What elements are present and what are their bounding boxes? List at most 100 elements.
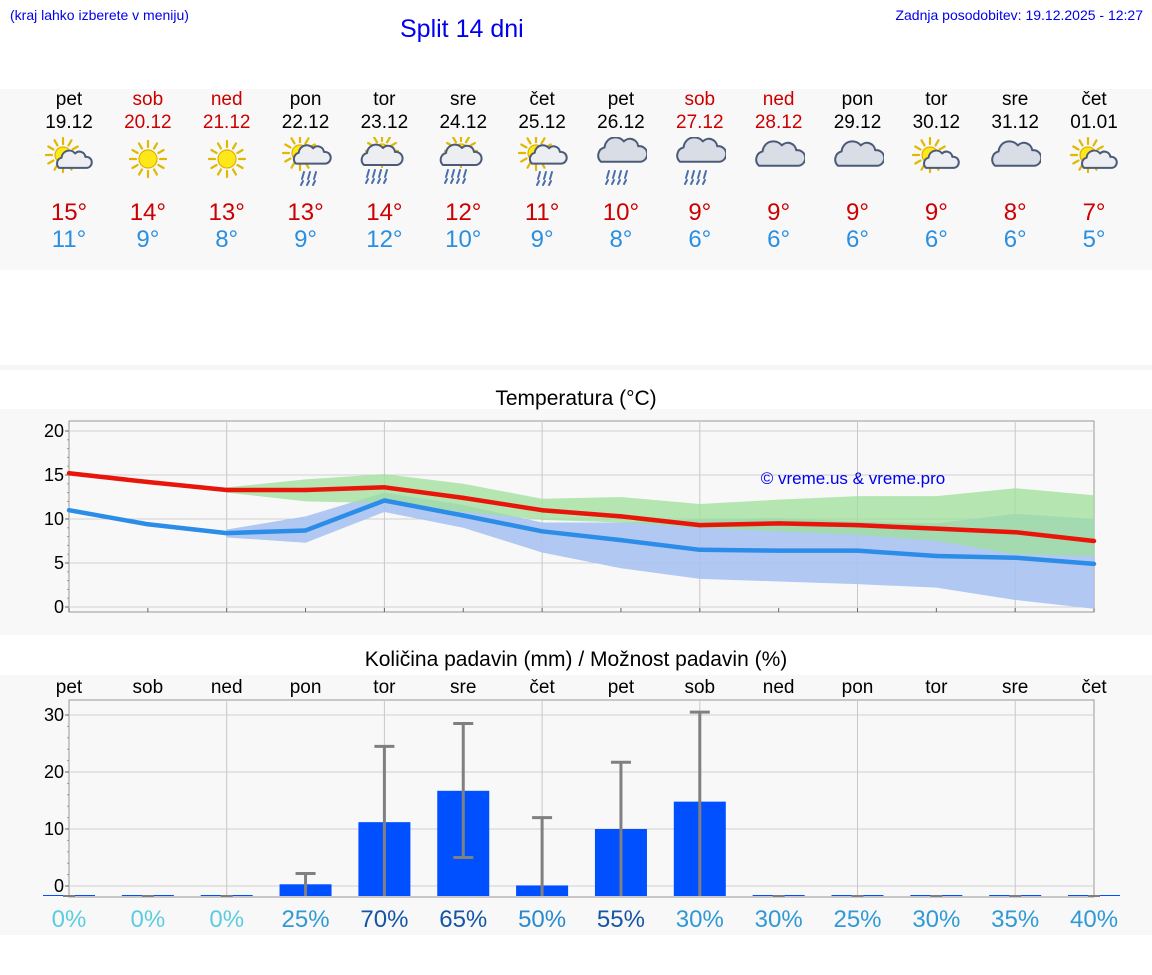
- day-date: 23.12: [360, 112, 409, 133]
- min-temp-line-point: [855, 548, 860, 553]
- temp-min: 8°: [609, 226, 633, 253]
- precip-day-label: sre: [450, 677, 476, 698]
- temperature-chart-title: Temperatura (°C): [495, 387, 657, 410]
- temp-min: 9°: [294, 226, 318, 253]
- section-divider: [0, 365, 1152, 370]
- day-name: čet: [529, 89, 555, 110]
- day-date: 26.12: [597, 112, 645, 133]
- cloud-rain-icon: [597, 137, 647, 185]
- temp-max: 7°: [1082, 199, 1106, 226]
- precip-probability-label: 65%: [439, 906, 487, 933]
- day-name: sre: [1001, 89, 1029, 110]
- max-temp-line-point: [461, 495, 466, 501]
- temp-y-tick-label: 10: [44, 509, 64, 529]
- precip-probability-label: 25%: [282, 906, 330, 933]
- precip-probability-label: 40%: [1070, 906, 1118, 933]
- day-date: 21.12: [202, 112, 251, 133]
- day-name: pet: [607, 89, 635, 110]
- max-temp-line-point: [697, 522, 702, 528]
- temp-min: 10°: [445, 226, 482, 253]
- temp-y-tick-label: 15: [44, 465, 64, 485]
- temp-min: 6°: [846, 226, 869, 253]
- precip-probability-label: 0%: [131, 906, 166, 933]
- day-forecast: tor 23.12 14° 12°: [344, 89, 424, 253]
- precip-day-label: tor: [373, 677, 396, 698]
- page-title: Split 14 dni: [400, 15, 524, 43]
- day-name: ned: [762, 89, 795, 110]
- day-forecast: sob 27.12 9° 6°: [660, 89, 740, 253]
- precip-day-label: pet: [608, 677, 635, 698]
- temp-max: 12°: [445, 199, 482, 226]
- precip-day-label: čet: [1081, 677, 1107, 698]
- sun-cloud-heavy-rain-icon: [439, 137, 483, 184]
- day-forecast: pon 22.12 13° 9°: [266, 89, 346, 253]
- min-temp-line-point: [1091, 561, 1097, 567]
- watermark: © vreme.us & vreme.pro: [761, 469, 945, 488]
- temp-max: 13°: [208, 199, 245, 226]
- min-temp-line-point: [934, 553, 939, 559]
- precip-probability-label: 0%: [209, 906, 244, 933]
- max-temp-line-point: [855, 522, 860, 528]
- precip-day-label: pon: [290, 677, 322, 698]
- precip-day-label: sob: [133, 677, 164, 698]
- temp-y-tick-label: 5: [54, 553, 64, 573]
- precip-day-label: ned: [211, 677, 243, 698]
- day-forecast: čet 25.12 11° 9°: [502, 89, 582, 253]
- last-updated: Zadnja posodobitev: 19.12.2025 - 12:27: [895, 7, 1143, 23]
- max-temp-line-point: [66, 471, 72, 476]
- temp-min: 6°: [1003, 226, 1027, 253]
- day-forecast: ned 21.12 13° 8°: [187, 89, 267, 253]
- day-name: sob: [684, 89, 716, 110]
- precip-probability-label: 30%: [755, 906, 803, 933]
- max-temp-line-point: [1013, 530, 1018, 535]
- temp-max: 9°: [924, 199, 948, 226]
- daily-forecast-strip: [0, 89, 1152, 270]
- temp-max: 14°: [129, 199, 166, 226]
- temp-min: 6°: [688, 226, 712, 253]
- precip-probability-label: 35%: [991, 906, 1039, 933]
- min-temp-line-point: [224, 530, 229, 536]
- min-temp-line: [68, 498, 1095, 567]
- cloud-icon: [833, 140, 884, 167]
- day-forecast: čet 01.01 7° 5°: [1054, 89, 1134, 253]
- sun-icon: [207, 139, 246, 179]
- day-name: tor: [373, 89, 396, 110]
- temp-min: 9°: [136, 226, 160, 253]
- min-temp-line-point: [697, 547, 702, 552]
- precipitation-chart: 0 10 20 30 pet sob ned pon tor sre čet pet sob ned pon…: [43, 677, 1121, 933]
- precip-probability-label: 70%: [360, 906, 408, 933]
- max-temp-line-point: [618, 514, 624, 519]
- min-temp-line-point: [145, 522, 151, 527]
- day-date: 30.12: [912, 112, 961, 133]
- temp-max: 9°: [846, 199, 869, 226]
- day-name: pon: [841, 89, 874, 110]
- precip-day-label: tor: [925, 677, 948, 698]
- precip-probability-label: 25%: [833, 906, 881, 933]
- day-forecast: sob 20.12 14° 9°: [108, 89, 188, 253]
- day-date: 25.12: [518, 112, 566, 133]
- sun-cloud-rain-icon: [281, 137, 332, 186]
- sun-cloud-icon: [44, 137, 93, 174]
- day-date: 29.12: [833, 112, 882, 133]
- min-temp-line-point: [1013, 555, 1018, 560]
- day-name: tor: [925, 89, 948, 110]
- cloud-icon: [754, 140, 805, 167]
- precip-plot-area: [68, 699, 1095, 898]
- sun-cloud-heavy-rain-icon: [361, 137, 404, 184]
- precip-day-label: čet: [529, 677, 555, 698]
- max-temp-line-point: [382, 485, 387, 490]
- temp-max: 14°: [366, 199, 403, 226]
- min-temp-line-point: [461, 513, 466, 518]
- day-date: 27.12: [676, 112, 724, 133]
- max-temp-line-point: [934, 526, 939, 531]
- precip-day-label: sre: [1002, 677, 1028, 698]
- temp-min: 11°: [51, 226, 87, 253]
- min-temp-line-point: [66, 508, 72, 513]
- precip-probability-label: 30%: [912, 906, 960, 933]
- temp-min: 8°: [215, 226, 239, 253]
- min-temp-line-point: [539, 529, 545, 534]
- sun-cloud-icon: [1069, 137, 1118, 174]
- temp-max: 11°: [524, 199, 560, 226]
- temp-min: 6°: [924, 226, 948, 253]
- temp-y-tick-label: 20: [44, 421, 64, 441]
